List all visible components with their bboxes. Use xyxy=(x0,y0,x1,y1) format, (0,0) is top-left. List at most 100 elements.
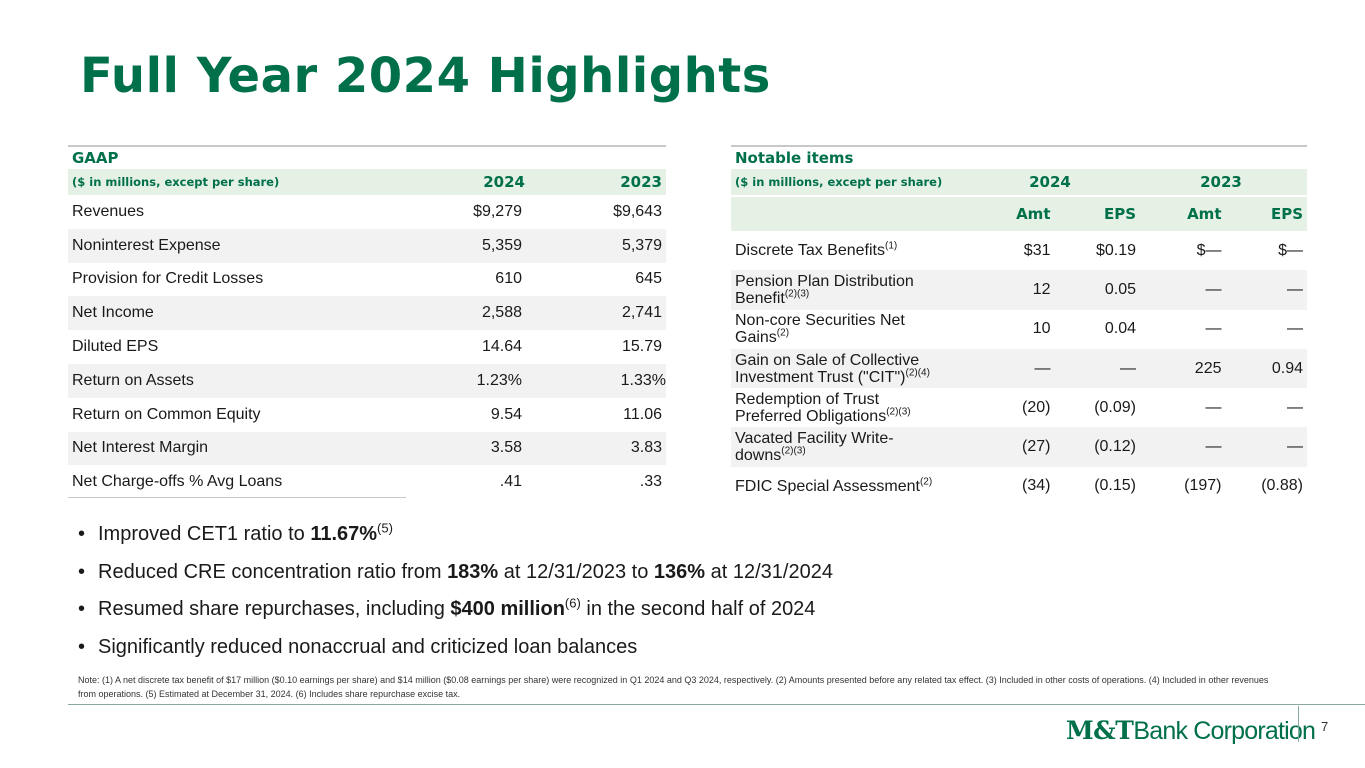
notable-header-2024: 2024 xyxy=(1029,173,1071,191)
row-label: Discrete Tax Benefits(1) xyxy=(735,240,898,260)
value-2024: 14.64 xyxy=(481,338,522,356)
table-row: Provision for Credit Losses 610 645 xyxy=(68,263,666,297)
amt-2023: — xyxy=(1205,280,1222,298)
list-item: • Improved CET1 ratio to 11.67%(5) xyxy=(78,516,833,554)
gaap-bottom-divider xyxy=(68,497,406,498)
eps-2023: 0.94 xyxy=(1271,359,1303,377)
list-item: • Significantly reduced nonaccrual and cr… xyxy=(78,629,833,667)
row-label: Provision for Credit Losses xyxy=(72,270,264,288)
gaap-table: GAAP ($ in millions, except per share) 2… xyxy=(68,145,666,499)
value-2023: 11.06 xyxy=(623,405,662,423)
amt-2024: — xyxy=(1034,359,1051,377)
table-row: Net Interest Margin 3.58 3.83 xyxy=(68,431,666,466)
notable-section-title: Notable items xyxy=(731,145,1307,169)
value-2023: 1.33% xyxy=(620,371,666,389)
value-2024: .41 xyxy=(499,473,522,491)
table-row: Net Income 2,588 2,741 xyxy=(68,296,666,331)
value-2023: 5,379 xyxy=(621,236,662,254)
value-2024: 9.54 xyxy=(490,405,522,423)
amt-2023: — xyxy=(1205,438,1222,456)
table-row: Noninterest Expense 5,359 5,379 xyxy=(68,228,666,263)
row-label: Return on Assets xyxy=(72,371,194,389)
row-label: Redemption of Trust Preferred Obligations… xyxy=(735,390,911,425)
value-2024: $9,279 xyxy=(473,202,522,220)
amt-2023: (197) xyxy=(1184,477,1222,495)
amt-2024: (20) xyxy=(1022,398,1051,416)
company-logo: M&TBank Corporation xyxy=(1066,716,1316,745)
eps-2023: — xyxy=(1287,398,1303,416)
row-label: Net Charge-offs % Avg Loans xyxy=(72,473,283,491)
eps-2024: (0.15) xyxy=(1094,477,1136,495)
eps-2023: — xyxy=(1287,320,1303,338)
amt-2024: (27) xyxy=(1022,438,1051,456)
eps-2023: — xyxy=(1287,438,1303,456)
row-label: Non-core Securities Net Gains(2) xyxy=(735,312,905,347)
table-row: Return on Assets 1.23% 1.33% xyxy=(68,363,666,398)
row-label: Noninterest Expense xyxy=(72,236,221,254)
bullet-dot: • xyxy=(78,523,86,545)
notable-header-label: ($ in millions, except per share) xyxy=(735,175,943,189)
footer-vertical-divider xyxy=(1298,706,1299,742)
amt-2024: (34) xyxy=(1022,477,1051,495)
bullet-dot: • xyxy=(78,560,86,583)
eps-2024: (0.12) xyxy=(1094,438,1136,456)
footnote: Note: (1) A net discrete tax benefit of … xyxy=(78,675,1269,699)
row-label: Diluted EPS xyxy=(72,338,159,356)
bullet-dot: • xyxy=(78,635,86,658)
eps-2024: — xyxy=(1120,359,1136,377)
subheader-amt-2023: Amt xyxy=(1187,205,1222,223)
list-item: • Resumed share repurchases, including $4… xyxy=(78,591,833,629)
amt-2024: 10 xyxy=(1032,320,1051,338)
amt-2023: — xyxy=(1205,398,1222,416)
gaap-header-row: ($ in millions, except per share) 2024 2… xyxy=(68,169,666,195)
value-2024: 3.58 xyxy=(490,439,522,457)
amt-2024: $31 xyxy=(1023,241,1051,259)
eps-2024: (0.09) xyxy=(1094,398,1136,416)
subheader-eps-2023: EPS xyxy=(1270,205,1303,223)
row-label: Return on Common Equity xyxy=(72,405,261,423)
row-label: Net Income xyxy=(72,304,154,322)
gaap-body: Revenues $9,279 $9,643 Noninterest Expense… xyxy=(68,195,666,499)
table-row: Discrete Tax Benefits(1) $31 $0.19 $— $— xyxy=(731,231,1307,270)
row-label: FDIC Special Assessment(2) xyxy=(735,476,933,495)
table-row: FDIC Special Assessment(2) (34) (0.15) (… xyxy=(731,467,1307,506)
eps-2024: 0.04 xyxy=(1104,320,1136,338)
row-label: Net Interest Margin xyxy=(72,439,209,457)
table-row: Gain on Sale of Collective Investment Tru… xyxy=(731,348,1307,389)
value-2024: 5,359 xyxy=(481,236,522,254)
gaap-header-2023: 2023 xyxy=(620,173,662,191)
row-label: Gain on Sale of Collective Investment Tru… xyxy=(735,351,930,386)
bullet-dot: • xyxy=(78,598,86,620)
amt-2023: 225 xyxy=(1194,359,1222,377)
value-2023: $9,643 xyxy=(613,202,662,220)
eps-2024: 0.05 xyxy=(1104,280,1136,298)
notable-items-table: Notable items ($ in millions, except per… xyxy=(731,145,1307,506)
table-row: Pension Plan Distribution Benefit(2)(3) 1… xyxy=(731,270,1307,310)
table-row: Redemption of Trust Preferred Obligations… xyxy=(731,388,1307,427)
gaap-header-label: ($ in millions, except per share) xyxy=(72,175,280,189)
amt-2023: — xyxy=(1205,320,1222,338)
amt-2023: $— xyxy=(1196,241,1222,259)
table-row: Non-core Securities Net Gains(2) 10 0.04 … xyxy=(731,310,1307,349)
eps-2023: $— xyxy=(1278,241,1303,259)
value-2024: 2,588 xyxy=(481,304,522,322)
value-2023: .33 xyxy=(639,473,662,491)
row-label: Revenues xyxy=(72,202,145,220)
subheader-eps-2024: EPS xyxy=(1103,205,1136,223)
row-label: Pension Plan Distribution Benefit(2)(3) xyxy=(735,272,914,307)
highlights-list: • Improved CET1 ratio to 11.67%(5) • Reduc… xyxy=(78,516,833,666)
list-item: • Reduced CRE concentration ratio from 18… xyxy=(78,554,833,592)
subheader-amt-2024: Amt xyxy=(1016,205,1051,223)
page-number: 7 xyxy=(1321,719,1329,734)
eps-2023: (0.88) xyxy=(1261,477,1303,495)
notable-subheader-row: Amt EPS Amt EPS xyxy=(731,197,1307,231)
value-2023: 3.83 xyxy=(630,439,662,457)
page-title: Full Year 2024 Highlights xyxy=(80,48,771,104)
amt-2024: 12 xyxy=(1032,280,1051,298)
notable-header-row: ($ in millions, except per share) 2024 2… xyxy=(731,169,1307,195)
table-row: Vacated Facility Write-downs(2)(3) (27) … xyxy=(731,427,1307,467)
table-row: Net Charge-offs % Avg Loans .41 .33 xyxy=(68,465,666,499)
gaap-section-title: GAAP xyxy=(68,145,666,169)
table-row: Diluted EPS 14.64 15.79 xyxy=(68,330,666,364)
table-row: Return on Common Equity 9.54 11.06 xyxy=(68,398,666,432)
